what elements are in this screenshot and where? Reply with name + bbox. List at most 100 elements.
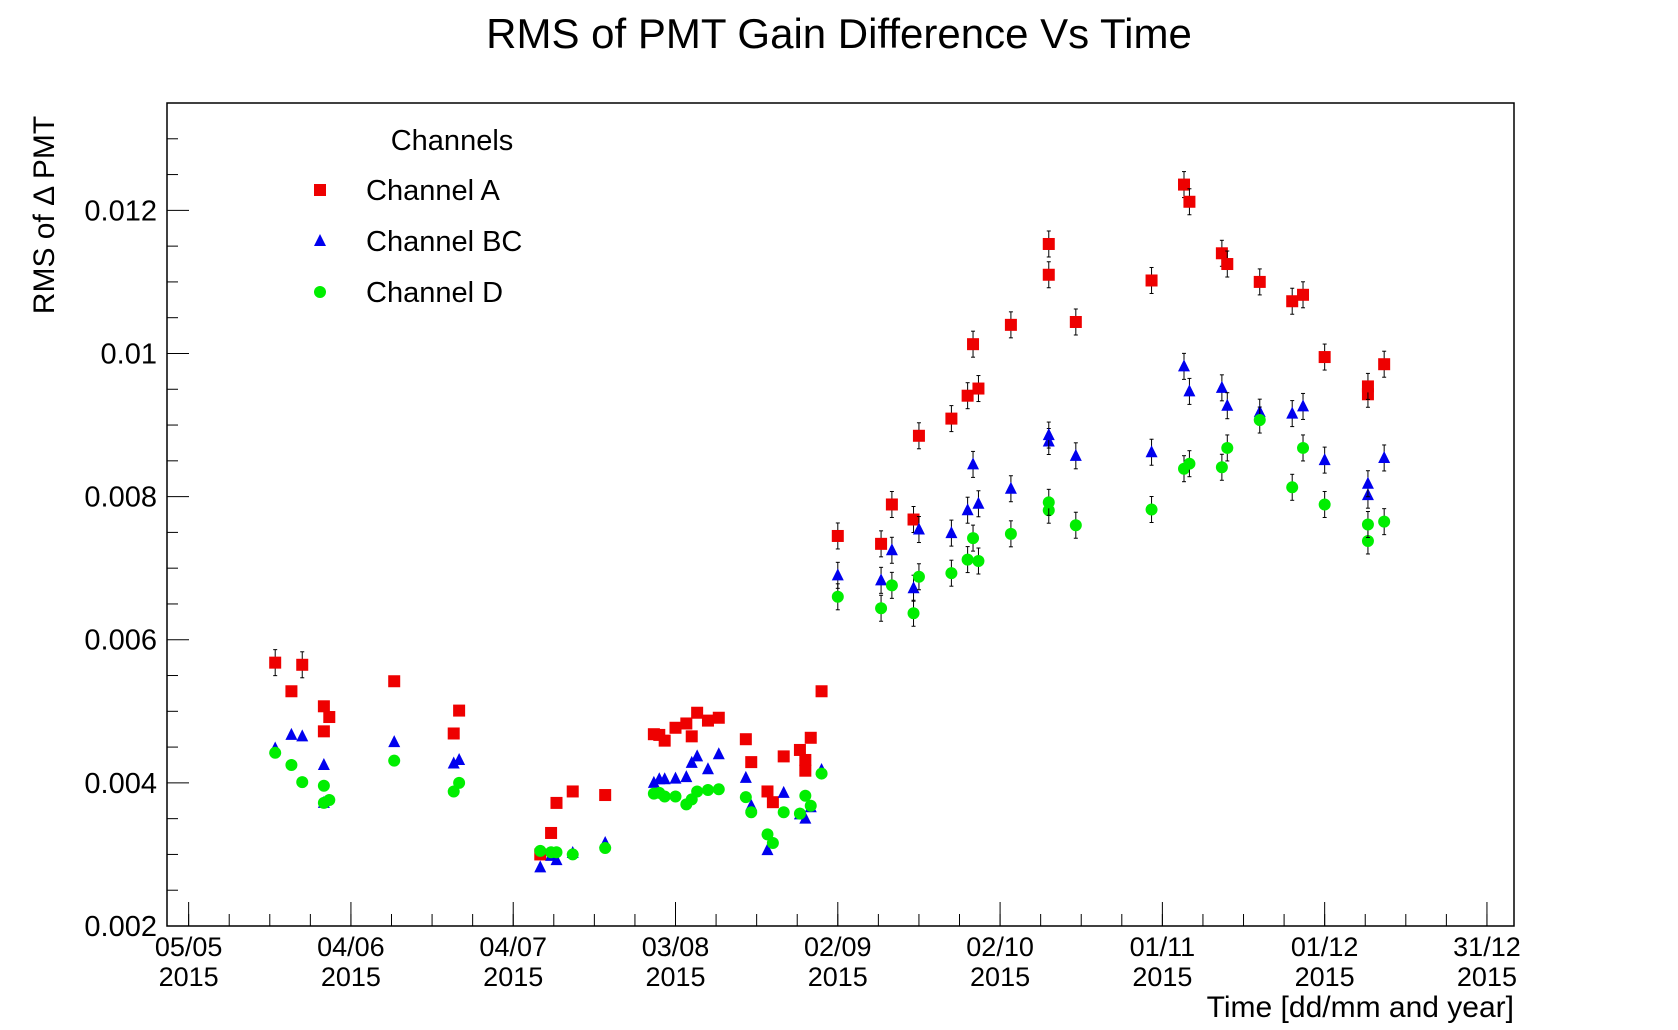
data-point (1318, 498, 1331, 511)
data-point (1069, 448, 1082, 461)
data-point (793, 743, 806, 756)
data-point (1297, 399, 1310, 412)
data-point (831, 529, 844, 542)
data-point (550, 853, 563, 866)
data-point (685, 730, 698, 743)
data-point (1178, 178, 1191, 191)
plot-frame (166, 102, 1515, 927)
data-point (967, 457, 980, 470)
x-tick-label: 02/09 (804, 932, 872, 962)
data-point (296, 729, 309, 742)
data-point (739, 770, 752, 783)
data-point (1004, 481, 1017, 494)
data-point (453, 752, 466, 765)
data-point (875, 602, 888, 615)
data-point (777, 750, 790, 763)
data-point (296, 776, 309, 789)
data-point (550, 846, 563, 859)
y-tick-label: 0.002 (84, 911, 157, 943)
x-tick-year-label: 2015 (1457, 962, 1517, 992)
data-point (685, 755, 698, 768)
data-point (739, 791, 752, 804)
data-point (766, 836, 779, 849)
data-point (534, 860, 547, 873)
data-point (875, 573, 888, 586)
data-point (804, 731, 817, 744)
data-point (907, 513, 920, 526)
data-point (599, 841, 612, 854)
data-point (739, 733, 752, 746)
data-point (1378, 450, 1391, 463)
data-point (761, 843, 774, 856)
x-tick-label: 01/12 (1291, 932, 1359, 962)
data-point (1286, 295, 1299, 308)
data-point (317, 700, 330, 713)
data-point (545, 826, 558, 839)
data-point (1215, 380, 1228, 393)
data-point (285, 727, 298, 740)
data-point (669, 721, 682, 734)
data-point (907, 581, 920, 594)
x-tick-label: 31/12 (1453, 932, 1521, 962)
x-tick-label: 05/05 (155, 932, 223, 962)
data-point (669, 771, 682, 784)
legend-items: Channel A Channel BC Channel D (314, 175, 522, 309)
x-tick-label: 01/11 (1130, 932, 1196, 962)
data-point (701, 784, 714, 797)
data-point (691, 706, 704, 719)
data-point (453, 704, 466, 717)
data-point (885, 498, 898, 511)
data-point (967, 532, 980, 545)
data-point (701, 762, 714, 775)
data-point (1215, 461, 1228, 474)
data-point (777, 806, 790, 819)
data-point (912, 522, 925, 535)
data-point (712, 747, 725, 760)
y-axis: 0.002 0.004 0.006 0.008 0.01 0.012 (84, 102, 189, 943)
data-point (323, 794, 336, 807)
data-point (712, 783, 725, 796)
x-tick-year-label: 2015 (970, 962, 1030, 992)
data-point (680, 770, 693, 783)
data-point (599, 789, 612, 802)
data-point (534, 844, 547, 857)
data-point (1318, 453, 1331, 466)
series-channel-a (269, 171, 1391, 861)
y-tick-label: 0.008 (84, 482, 157, 514)
series-channel-d (269, 406, 1391, 861)
data-point (269, 746, 282, 759)
data-point (447, 756, 460, 769)
data-point (1361, 476, 1374, 489)
data-point (1221, 441, 1234, 454)
data-point (1221, 398, 1234, 411)
data-point (566, 785, 579, 798)
legend-label: Channel A (366, 175, 500, 207)
data-point (1145, 274, 1158, 287)
data-point (447, 727, 460, 740)
data-point (691, 749, 704, 762)
data-point (1253, 414, 1266, 427)
data-point (1297, 441, 1310, 454)
x-tick-label: 04/07 (479, 932, 547, 962)
data-point (967, 338, 980, 351)
x-tick-label: 03/08 (642, 932, 710, 962)
data-point (317, 757, 330, 770)
data-point (658, 772, 671, 785)
data-point (550, 796, 563, 809)
data-point (761, 785, 774, 798)
data-point (317, 779, 330, 792)
data-point (912, 429, 925, 442)
data-point (1361, 380, 1374, 393)
data-point (1253, 275, 1266, 288)
x-tick-year-label: 2015 (1295, 962, 1355, 992)
data-point (961, 553, 974, 566)
x-tick-year-label: 2015 (808, 962, 868, 992)
data-point (1069, 519, 1082, 532)
data-point (285, 685, 298, 698)
x-tick-label: 04/06 (317, 932, 385, 962)
data-point (1215, 247, 1228, 260)
data-point (658, 790, 671, 803)
data-point (1183, 457, 1196, 470)
data-point (815, 767, 828, 780)
y-tick-label: 0.004 (84, 768, 157, 800)
